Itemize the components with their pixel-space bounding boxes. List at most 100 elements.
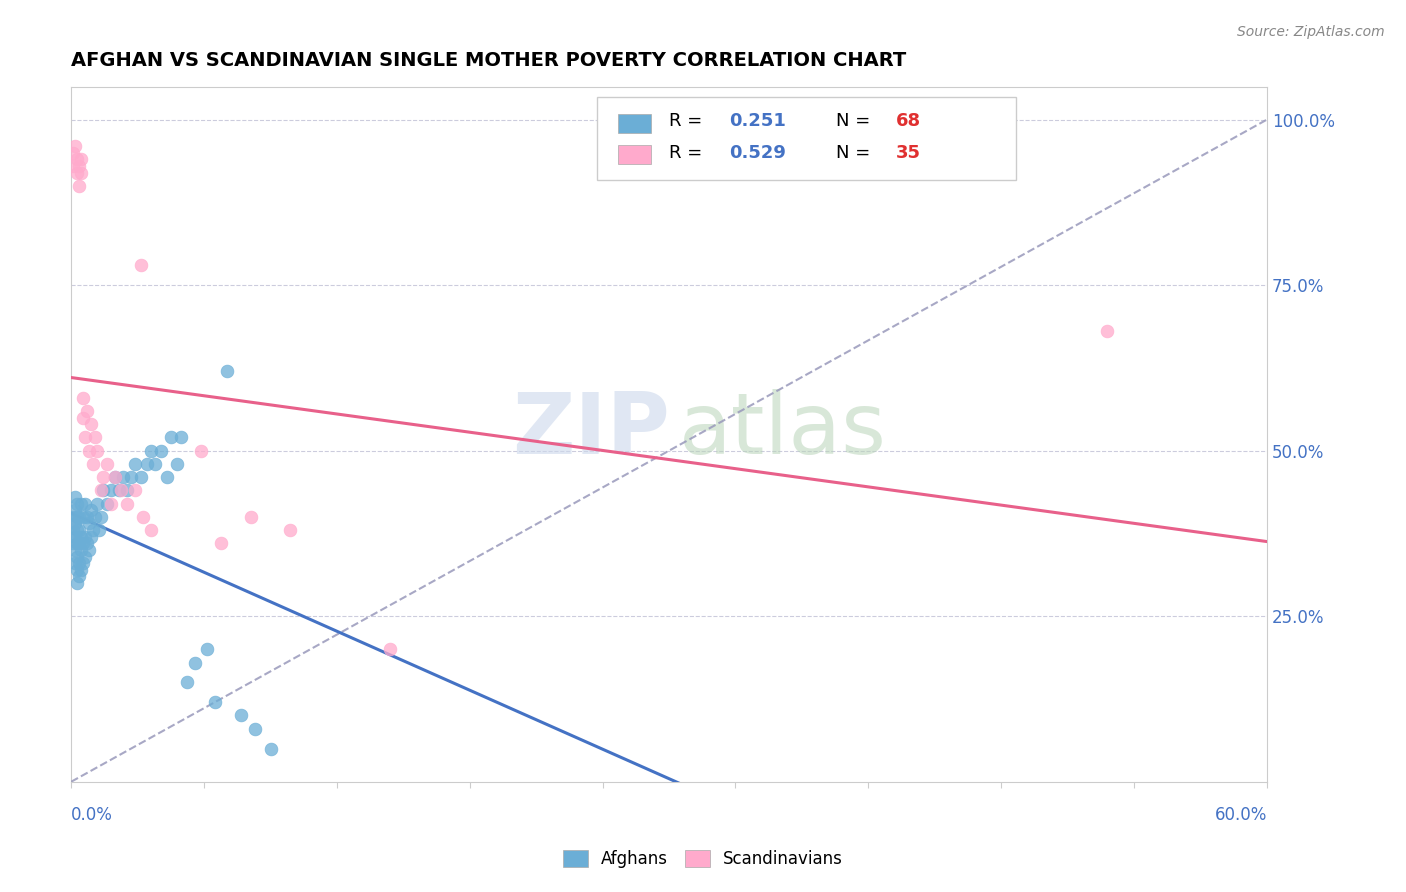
Point (80, 503, 103, 517)
Point (129, 258, 152, 272)
Point (65, 139, 87, 153)
Point (75, 549, 97, 564)
Point (67, 523, 90, 537)
Point (1097, 325, 1119, 339)
Point (62, 145, 84, 160)
FancyBboxPatch shape (617, 113, 651, 133)
Text: atlas: atlas (679, 389, 887, 472)
Point (77, 443, 100, 458)
Point (108, 483, 131, 498)
Point (72, 556, 94, 570)
Text: R =: R = (669, 112, 709, 130)
Point (139, 443, 162, 458)
Point (67, 556, 90, 570)
Point (91, 483, 114, 498)
Point (75, 497, 97, 511)
Point (70, 563, 93, 577)
Point (65, 530, 87, 544)
Point (86, 497, 108, 511)
Point (112, 470, 135, 484)
Point (280, 523, 302, 537)
Point (82, 523, 104, 537)
Point (378, 642, 401, 657)
Point (84, 509, 107, 524)
Point (120, 470, 142, 484)
Point (90, 509, 112, 524)
Point (67, 178, 90, 193)
Point (66, 523, 89, 537)
Point (96, 457, 118, 471)
Text: 0.0%: 0.0% (72, 806, 112, 824)
Point (70, 543, 93, 558)
Point (80, 530, 103, 544)
Point (170, 430, 193, 444)
Point (76, 509, 98, 524)
Point (156, 470, 179, 484)
Point (65, 543, 87, 558)
Point (66, 153, 89, 167)
Text: AFGHAN VS SCANDINAVIAN SINGLE MOTHER POVERTY CORRELATION CHART: AFGHAN VS SCANDINAVIAN SINGLE MOTHER POV… (72, 51, 907, 70)
Point (143, 457, 166, 471)
Point (204, 695, 226, 709)
FancyBboxPatch shape (617, 145, 651, 164)
Point (229, 708, 252, 723)
Point (80, 417, 103, 432)
Point (66, 536, 89, 550)
Point (70, 153, 93, 167)
Point (239, 509, 262, 524)
Point (195, 642, 218, 657)
Point (62, 536, 84, 550)
Point (115, 483, 138, 498)
Point (209, 536, 232, 550)
Point (110, 483, 132, 498)
Point (76, 536, 98, 550)
Point (66, 497, 89, 511)
FancyBboxPatch shape (598, 97, 1015, 180)
Point (70, 497, 93, 511)
Point (62, 159, 84, 173)
Point (136, 457, 159, 471)
Point (72, 391, 94, 405)
Point (77, 516, 100, 531)
Point (124, 457, 146, 471)
Text: 60.0%: 60.0% (1215, 806, 1267, 824)
Point (66, 165, 89, 179)
Point (77, 543, 100, 558)
Point (86, 443, 108, 458)
Point (72, 509, 94, 524)
Point (115, 497, 138, 511)
Point (67, 159, 90, 173)
Point (70, 165, 93, 179)
Text: 0.251: 0.251 (728, 112, 786, 130)
Point (67, 569, 90, 583)
Legend: Afghans, Scandinavians: Afghans, Scandinavians (557, 843, 849, 875)
Point (65, 490, 87, 504)
Point (100, 497, 122, 511)
Point (67, 509, 90, 524)
Point (89, 523, 111, 537)
Point (66, 563, 89, 577)
Point (82, 457, 104, 471)
Text: ZIP: ZIP (512, 389, 671, 472)
Point (75, 530, 97, 544)
Point (124, 483, 146, 498)
Point (259, 741, 281, 756)
Point (129, 470, 152, 484)
Point (149, 443, 172, 458)
Point (65, 503, 87, 517)
Point (184, 656, 207, 670)
Point (72, 410, 94, 425)
Text: Source: ZipAtlas.com: Source: ZipAtlas.com (1237, 25, 1385, 39)
Text: N =: N = (837, 144, 876, 161)
Text: R =: R = (669, 144, 709, 161)
Point (62, 523, 84, 537)
Point (215, 364, 238, 378)
Point (139, 523, 162, 537)
Point (66, 549, 89, 564)
Point (243, 722, 266, 736)
Point (166, 457, 188, 471)
Point (67, 536, 90, 550)
Point (66, 576, 89, 591)
Text: N =: N = (837, 112, 876, 130)
Text: 35: 35 (896, 144, 921, 161)
